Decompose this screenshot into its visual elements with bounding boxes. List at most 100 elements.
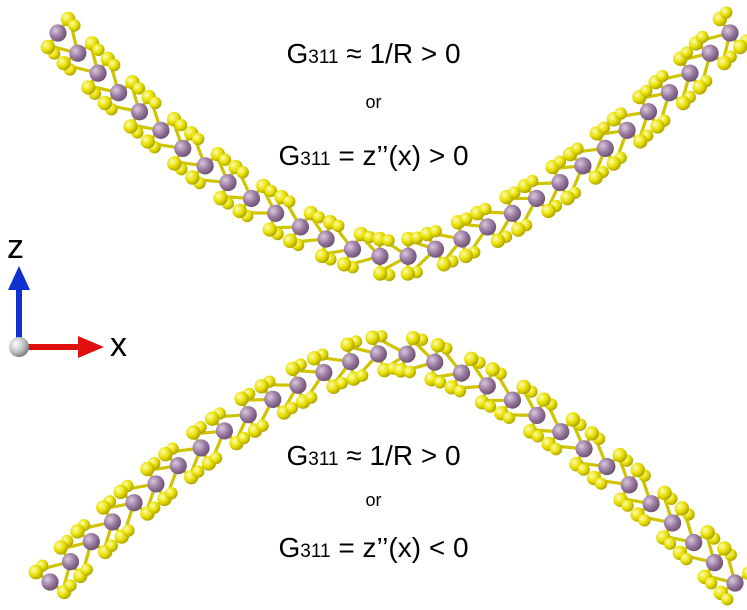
top-sheet-chalcogen-atom bbox=[458, 248, 474, 264]
bottom-sheet-chalcogen-atom bbox=[335, 376, 349, 390]
axis-indicator bbox=[8, 266, 104, 358]
bottom-sheet-chalcogen-atom bbox=[741, 566, 747, 580]
bottom-sheet-metal-atom bbox=[642, 495, 660, 513]
bottom-sheet-metal-atom bbox=[426, 353, 444, 371]
upward-bent-sheet bbox=[40, 6, 747, 282]
bottom-sheet-chalcogen-atom bbox=[502, 411, 516, 424]
bottom-sheet-metal-atom bbox=[528, 406, 546, 425]
top-sheet-chalcogen-atom bbox=[553, 155, 567, 168]
bottom-sheet-chalcogen-atom bbox=[64, 579, 77, 592]
top-sheet-chalcogen-atom bbox=[460, 212, 473, 225]
bottom-sheet-chalcogen-atom bbox=[577, 463, 590, 476]
top-sheet-metal-atom bbox=[130, 103, 149, 121]
bottom-sheet-metal-atom bbox=[264, 390, 282, 408]
bottom-sheet-chalcogen-atom bbox=[536, 392, 551, 407]
top-sheet-metal-atom bbox=[317, 230, 335, 248]
bottom-sheet-chalcogen-atom bbox=[285, 401, 298, 415]
x-axis-label: x bbox=[110, 326, 127, 364]
top-sheet-chalcogen-atom bbox=[218, 153, 232, 166]
bottom-sheet-chalcogen-atom bbox=[657, 485, 672, 501]
bottom-sheet-chalcogen-atom bbox=[158, 446, 173, 462]
top-sheet-chalcogen-atom bbox=[262, 222, 277, 237]
top-sheet-chalcogen-atom bbox=[68, 19, 81, 32]
top-sheet-chalcogen-atom bbox=[560, 190, 575, 206]
bottom-sheet-chalcogen-atom bbox=[80, 563, 93, 576]
top-or-label: or bbox=[365, 92, 382, 112]
top-sheet-chalcogen-atom bbox=[191, 132, 205, 146]
top-sheet-chalcogen-atom bbox=[597, 121, 611, 134]
bottom-sheet-metal-atom bbox=[239, 406, 257, 424]
bottom-sheet-metal-atom bbox=[620, 476, 638, 494]
top-sheet-metal-atom bbox=[371, 247, 389, 265]
bottom-sheet-chalcogen-atom bbox=[285, 361, 300, 376]
top-sheet-metal-atom bbox=[574, 157, 592, 175]
top-sheet-chalcogen-atom bbox=[264, 184, 278, 198]
bottom-sheet-metal-atom bbox=[41, 573, 59, 591]
top-sheet-chalcogen-atom bbox=[640, 84, 653, 98]
top-sheet-chalcogen-atom bbox=[107, 58, 121, 72]
bottom-sheet-chalcogen-atom bbox=[704, 576, 718, 590]
bottom-sheet-chalcogen-atom bbox=[516, 379, 531, 395]
bottom-sheet-chalcogen-atom bbox=[304, 391, 318, 404]
top-sheet-chalcogen-atom bbox=[81, 80, 96, 95]
bottom-eq1-rhs: ≈ 1/R > 0 bbox=[338, 440, 461, 471]
bottom-sheet-chalcogen-atom bbox=[306, 351, 322, 366]
top-sheet-metal-atom bbox=[219, 173, 237, 192]
bottom-sheet-metal-atom bbox=[103, 513, 122, 531]
bottom-sheet-metal-atom bbox=[663, 514, 682, 532]
bottom-sheet-chalcogen-atom bbox=[430, 338, 446, 353]
top-sheet-chalcogen-atom bbox=[213, 190, 228, 206]
bottom-sheet-chalcogen-atom bbox=[630, 462, 645, 478]
bottom-sheet-chalcogen-atom bbox=[105, 539, 118, 552]
bottom-sheet-chalcogen-atom bbox=[365, 330, 380, 345]
bottom-sheet-metal-atom bbox=[398, 345, 416, 363]
bottom-sheet-chalcogen-atom bbox=[464, 351, 479, 367]
bottom-equation-second-derivative: G311 = z’’(x) < 0 bbox=[0, 532, 747, 564]
bottom-sheet-chalcogen-atom bbox=[340, 337, 355, 352]
top-sheet-metal-atom bbox=[426, 240, 445, 258]
top-sheet-metal-atom bbox=[596, 139, 614, 158]
top-eq2-subscript: 311 bbox=[300, 149, 331, 170]
top-sheet-metal-atom bbox=[266, 204, 285, 222]
top-sheet-chalcogen-atom bbox=[588, 170, 603, 185]
bottom-or-label: or bbox=[365, 490, 382, 510]
bottom-sheet-metal-atom bbox=[61, 553, 80, 571]
top-eq2-symbol: G bbox=[278, 140, 301, 171]
top-sheet-chalcogen-atom bbox=[236, 166, 249, 179]
top-sheet-metal-atom bbox=[89, 64, 107, 82]
top-sheet-chalcogen-atom bbox=[508, 186, 521, 199]
bottom-sheet-chalcogen-atom bbox=[531, 430, 544, 443]
top-sheet-metal-atom bbox=[681, 64, 699, 82]
top-sheet-chalcogen-atom bbox=[541, 203, 556, 219]
top-sheet-metal-atom bbox=[343, 240, 362, 258]
bottom-sheet-metal-atom bbox=[685, 534, 703, 552]
top-sheet-chalcogen-atom bbox=[675, 95, 691, 111]
top-sheet-metal-atom bbox=[174, 139, 192, 158]
top-sheet-chalcogen-atom bbox=[511, 222, 526, 237]
top-sheet-metal-atom bbox=[527, 189, 546, 208]
bottom-sheet-metal-atom bbox=[125, 494, 143, 512]
top-sheet-chalcogen-atom bbox=[92, 43, 105, 56]
top-eq1-symbol: G bbox=[286, 38, 309, 69]
top-sheet-chalcogen-atom bbox=[132, 82, 146, 95]
top-sheet-chalcogen-atom bbox=[436, 257, 452, 272]
bottom-sheet-chalcogen-atom bbox=[549, 442, 563, 456]
bottom-sheet-chalcogen-atom bbox=[405, 330, 421, 346]
bottom-sheet-metal-atom bbox=[503, 391, 522, 409]
bottom-sheet-metal-atom bbox=[705, 554, 724, 572]
bottom-sheet-chalcogen-atom bbox=[70, 524, 85, 539]
top-equation-curvature: G311 ≈ 1/R > 0 bbox=[0, 38, 747, 70]
bottom-sheet-metal-atom bbox=[215, 422, 233, 440]
bottom-sheet-chalcogen-atom bbox=[717, 541, 732, 556]
axis-origin-sphere bbox=[9, 337, 29, 357]
top-sheet-metal-atom bbox=[69, 44, 87, 62]
top-sheet-chalcogen-atom bbox=[282, 233, 298, 248]
bottom-sheet-chalcogen-atom bbox=[612, 447, 627, 463]
bottom-sheet-chalcogen-atom bbox=[483, 400, 497, 413]
bottom-sheet-chalcogen-atom bbox=[165, 486, 178, 500]
top-sheet-metal-atom bbox=[721, 24, 739, 42]
top-sheet-chalcogen-atom bbox=[400, 266, 415, 281]
x-axis-arrow-head bbox=[78, 336, 104, 358]
bottom-sheet-chalcogen-atom bbox=[700, 525, 715, 540]
top-sheet-chalcogen-atom bbox=[123, 119, 138, 134]
